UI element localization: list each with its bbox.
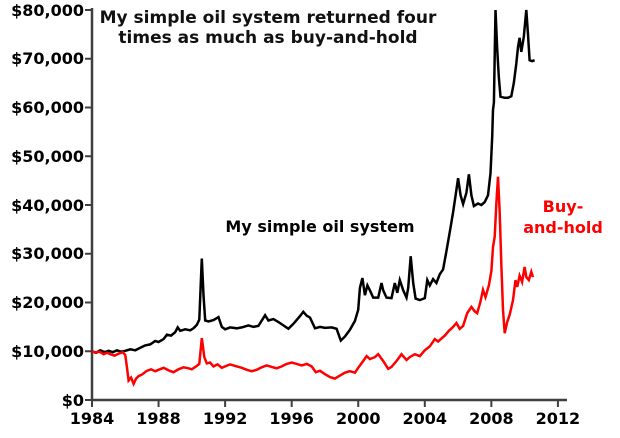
- chart-title: My simple oil system returned four times…: [82, 8, 454, 48]
- x-axis-tick-label: 1988: [136, 409, 181, 428]
- y-axis-tick-label: $40,000: [11, 195, 84, 215]
- chart-title-line1: My simple oil system returned four: [99, 8, 437, 28]
- y-axis-tick-label: $60,000: [11, 98, 84, 117]
- system-series-label: My simple oil system: [225, 217, 415, 236]
- x-axis-tick-label: 2004: [402, 409, 448, 428]
- y-axis-tick-label: $20,000: [11, 293, 84, 312]
- buyhold-series-line: [91, 176, 535, 388]
- chart-title-line2: times as much as buy-and-hold: [118, 28, 418, 48]
- y-axis-tick-label: $30,000: [11, 244, 84, 264]
- y-axis-tick-label: $10,000: [11, 341, 84, 361]
- y-axis-tick-label: $70,000: [11, 49, 84, 69]
- x-axis-tick-label: 1984: [69, 409, 115, 428]
- x-axis-tick-label: 1996: [269, 409, 314, 428]
- y-axis-tick-label: $0: [61, 390, 84, 410]
- system-series-line: [91, 9, 536, 355]
- buyhold-series-label-line2: and-hold: [523, 218, 603, 237]
- x-axis-tick-label: 2012: [535, 409, 581, 428]
- x-axis-tick-label: 1992: [202, 409, 248, 428]
- y-axis-tick-label: $80,000: [11, 0, 84, 20]
- x-axis-tick-label: 2000: [335, 409, 381, 428]
- buyhold-series-label: Buy- and-hold: [518, 196, 608, 238]
- buyhold-series-label-line1: Buy-: [542, 197, 584, 216]
- x-axis-tick-label: 2008: [469, 409, 514, 428]
- y-axis-tick-label: $50,000: [11, 146, 84, 166]
